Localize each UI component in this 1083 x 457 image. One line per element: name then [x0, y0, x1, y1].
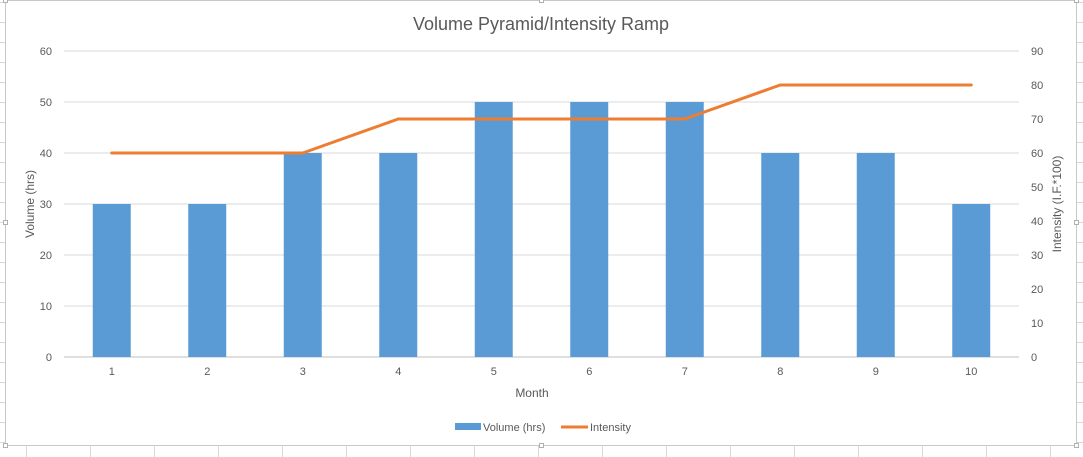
- bar: [188, 204, 227, 357]
- y2-tick-label: 90: [1031, 46, 1043, 58]
- y-axis-left: 0 10 20 30 40 50 60: [40, 46, 52, 364]
- resize-handle-left[interactable]: [3, 220, 8, 225]
- bar: [856, 153, 895, 357]
- legend-swatch-volume: [455, 423, 481, 430]
- resize-handle-bottom[interactable]: [539, 443, 544, 448]
- intensity-line: [111, 83, 972, 155]
- x-tick-label: 8: [777, 366, 783, 378]
- resize-handle-bottom-right[interactable]: [1074, 443, 1079, 448]
- legend-label-intensity: Intensity: [590, 422, 631, 434]
- y-axis-title: Volume (hrs): [23, 170, 37, 238]
- x-tick-label: 3: [300, 366, 306, 378]
- y2-tick-label: 20: [1031, 284, 1043, 296]
- line-point: [874, 83, 878, 87]
- x-axis: 1 2 3 4 5 6 7 8 9 10: [109, 366, 978, 378]
- bar: [761, 153, 800, 357]
- x-tick-label: 9: [873, 366, 879, 378]
- legend-label-volume: Volume (hrs): [483, 422, 545, 434]
- x-tick-label: 6: [586, 366, 592, 378]
- y2-tick-label: 10: [1031, 318, 1043, 330]
- y2-tick-label: 50: [1031, 182, 1043, 194]
- bar-series: [92, 102, 991, 357]
- y2-tick-label: 0: [1031, 352, 1037, 364]
- bar: [379, 153, 418, 357]
- bar: [92, 204, 131, 357]
- resize-handle-right[interactable]: [1074, 220, 1079, 225]
- bar: [952, 204, 991, 357]
- resize-handle-bottom-left[interactable]: [3, 443, 8, 448]
- y2-tick-label: 30: [1031, 250, 1043, 262]
- y-tick-label: 10: [40, 301, 52, 313]
- line-point: [683, 117, 687, 121]
- bar: [570, 102, 609, 357]
- line-point: [492, 117, 496, 121]
- bar: [283, 153, 322, 357]
- x-tick-label: 5: [491, 366, 497, 378]
- line-point: [205, 151, 209, 155]
- resize-handle-top-right[interactable]: [1074, 0, 1079, 3]
- line-point: [396, 117, 400, 121]
- line-series: [110, 83, 973, 155]
- y2-axis-title: Intensity (I.F.*100): [1050, 156, 1064, 253]
- chart-area[interactable]: [3, 0, 1079, 448]
- y2-tick-label: 80: [1031, 80, 1043, 92]
- y-tick-label: 50: [40, 97, 52, 109]
- y2-tick-label: 40: [1031, 216, 1043, 228]
- y2-tick-label: 70: [1031, 114, 1043, 126]
- line-point: [110, 151, 114, 155]
- line-point: [778, 83, 782, 87]
- y-tick-label: 20: [40, 250, 52, 262]
- bar: [665, 102, 704, 357]
- y-tick-label: 30: [40, 199, 52, 211]
- line-point: [301, 151, 305, 155]
- x-tick-label: 1: [109, 366, 115, 378]
- bar: [474, 102, 513, 357]
- line-point: [587, 117, 591, 121]
- x-tick-label: 10: [965, 366, 977, 378]
- y-tick-label: 40: [40, 148, 52, 160]
- y-axis-right: 0 10 20 30 40 50 60 70 80 90: [1031, 46, 1043, 364]
- line-point: [969, 83, 973, 87]
- x-tick-label: 7: [682, 366, 688, 378]
- legend: Volume (hrs) Intensity: [455, 422, 631, 434]
- x-tick-label: 4: [395, 366, 401, 378]
- y-tick-label: 0: [46, 352, 52, 364]
- chart-title: Volume Pyramid/Intensity Ramp: [413, 14, 669, 34]
- y-tick-label: 60: [40, 46, 52, 58]
- y2-tick-label: 60: [1031, 148, 1043, 160]
- x-tick-label: 2: [204, 366, 210, 378]
- x-axis-title: Month: [515, 386, 548, 400]
- resize-handle-top[interactable]: [539, 0, 544, 3]
- resize-handle-top-left[interactable]: [3, 0, 8, 3]
